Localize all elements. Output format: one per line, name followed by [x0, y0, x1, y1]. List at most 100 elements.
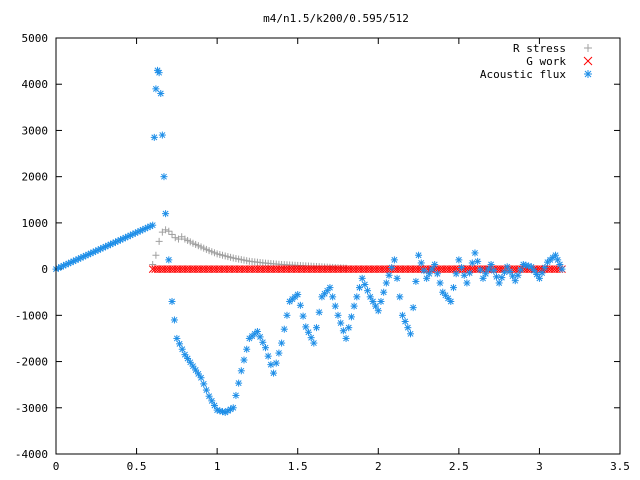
- data-point-star-marker: [184, 354, 192, 362]
- data-point-star-marker: [398, 311, 406, 319]
- series-layer: [52, 66, 566, 416]
- data-point-star-marker: [339, 327, 347, 335]
- data-point-plus-marker: [152, 251, 160, 259]
- data-point-star-marker: [380, 288, 388, 296]
- data-point-star-marker: [417, 259, 425, 267]
- data-point-star-marker: [401, 317, 409, 325]
- data-point-star-marker: [283, 311, 291, 319]
- data-point-star-marker: [382, 279, 390, 287]
- y-tick-label: 4000: [22, 78, 49, 91]
- data-point-star-marker: [157, 89, 165, 97]
- data-point-star-marker: [541, 264, 549, 272]
- data-point-star-marker: [202, 386, 210, 394]
- data-point-plus-marker: [165, 227, 173, 235]
- y-tick-label: -3000: [15, 402, 48, 415]
- data-point-star-marker: [358, 274, 366, 282]
- data-point-star-marker: [498, 274, 506, 282]
- data-point-star-marker: [350, 302, 358, 310]
- x-tick-label: 1.5: [288, 460, 308, 473]
- data-point-plus-marker: [168, 230, 176, 238]
- data-point-star-marker: [189, 362, 197, 370]
- data-point-star-marker: [304, 328, 312, 336]
- data-point-star-marker: [194, 370, 202, 378]
- data-point-star-marker: [495, 279, 503, 287]
- x-axis-ticks: 0 0.5 1 1.5 2 2.5 3 3.5: [53, 38, 630, 473]
- data-point-star-marker: [162, 210, 170, 218]
- data-point-star-marker: [538, 269, 546, 277]
- data-point-star-marker: [272, 359, 280, 367]
- data-point-star-marker: [420, 267, 428, 275]
- data-point-star-marker: [412, 277, 420, 285]
- y-tick-label: 2000: [22, 171, 49, 184]
- data-point-star-marker: [186, 358, 194, 366]
- data-point-star-marker: [388, 264, 396, 272]
- y-tick-label: 3000: [22, 124, 49, 137]
- series-acoustic-flux: [52, 66, 566, 416]
- data-point-star-marker: [345, 324, 353, 332]
- data-point-star-marker: [334, 311, 342, 319]
- data-point-star-marker: [409, 304, 417, 312]
- data-point-star-marker: [160, 173, 168, 181]
- data-point-star-marker: [152, 85, 160, 93]
- data-point-star-marker: [200, 380, 208, 388]
- x-tick-label: 2: [375, 460, 382, 473]
- legend-label: R stress: [513, 42, 566, 55]
- data-point-star-marker: [390, 256, 398, 264]
- data-point-star-marker: [313, 324, 321, 332]
- data-point-star-marker: [173, 334, 181, 342]
- data-point-star-marker: [302, 323, 310, 331]
- data-point-star-marker: [315, 308, 323, 316]
- data-point-star-marker: [329, 293, 337, 301]
- data-point-star-marker: [361, 281, 369, 289]
- data-point-star-marker: [533, 271, 541, 279]
- data-point-star-marker: [530, 267, 538, 275]
- data-point-star-marker: [261, 344, 269, 352]
- data-point-star-marker: [210, 401, 218, 409]
- data-point-star-marker: [178, 345, 186, 353]
- y-tick-label: 5000: [22, 32, 49, 45]
- data-point-star-marker: [299, 312, 307, 320]
- data-point-plus-marker: [171, 234, 179, 242]
- data-point-star-marker: [514, 271, 522, 279]
- legend-label: Acoustic flux: [480, 68, 566, 81]
- data-point-star-marker: [431, 260, 439, 268]
- data-point-star-marker: [155, 69, 163, 77]
- data-point-star-marker: [275, 349, 283, 357]
- data-point-star-marker: [517, 266, 525, 274]
- data-point-star-marker: [471, 249, 479, 257]
- data-point-star-marker: [455, 256, 463, 264]
- data-point-star-marker: [466, 269, 474, 277]
- data-point-star-marker: [165, 256, 173, 264]
- data-point-star-marker: [415, 251, 423, 259]
- data-point-star-marker: [296, 301, 304, 309]
- data-point-star-marker: [428, 265, 436, 273]
- data-point-star-marker: [168, 297, 176, 305]
- data-point-star-marker: [377, 297, 385, 305]
- data-point-star-marker: [278, 339, 286, 347]
- y-tick-label: 0: [41, 263, 48, 276]
- data-point-star-marker: [181, 351, 189, 359]
- data-point-plus-marker: [342, 264, 350, 272]
- data-point-star-marker: [150, 133, 158, 141]
- plot-frame: [55, 37, 621, 455]
- data-point-star-marker: [385, 271, 393, 279]
- chart-title: m4/n1.5/k200/0.595/512: [263, 12, 409, 25]
- data-point-star-marker: [364, 287, 372, 295]
- data-point-plus-marker: [155, 237, 163, 245]
- data-point-star-marker: [267, 361, 275, 369]
- series-r-stress: [149, 226, 350, 272]
- data-point-star-marker: [326, 284, 334, 292]
- data-point-star-marker: [347, 313, 355, 321]
- data-point-star-marker: [404, 324, 412, 332]
- data-point-star-marker: [353, 293, 361, 301]
- x-tick-label: 3.5: [610, 460, 630, 473]
- data-point-star-marker: [253, 328, 261, 336]
- data-point-star-marker: [307, 334, 315, 342]
- data-point-star-marker: [280, 325, 288, 333]
- data-point-star-marker: [294, 291, 302, 299]
- data-point-star-marker: [331, 302, 339, 310]
- data-point-star-marker: [192, 366, 200, 374]
- legend-marker: [584, 70, 592, 78]
- data-point-star-marker: [407, 330, 415, 338]
